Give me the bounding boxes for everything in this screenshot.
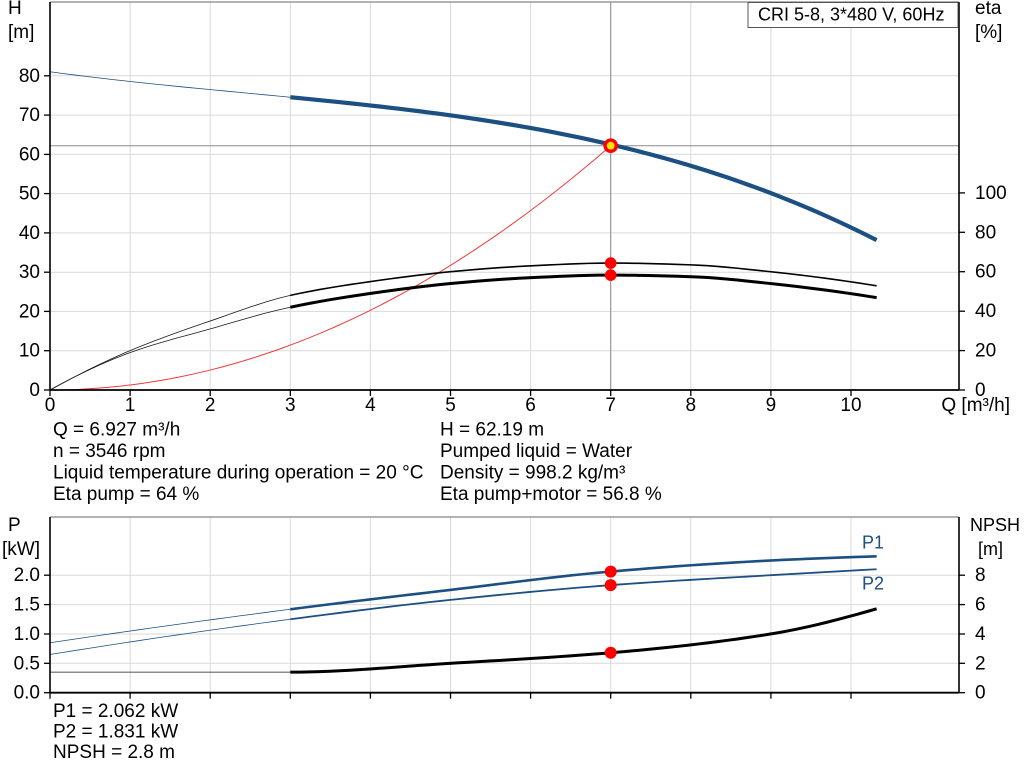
svg-text:10: 10: [840, 395, 861, 416]
svg-text:1: 1: [125, 395, 136, 416]
svg-text:100: 100: [975, 183, 1007, 204]
svg-text:H = 62.19 m: H = 62.19 m: [440, 420, 544, 441]
svg-text:Q = 6.927 m³/h: Q = 6.927 m³/h: [53, 420, 180, 441]
svg-text:P1: P1: [862, 532, 884, 552]
svg-text:eta: eta: [975, 0, 1002, 19]
svg-text:Eta pump = 64 %: Eta pump = 64 %: [53, 484, 199, 505]
svg-text:P2: P2: [862, 573, 884, 593]
svg-text:1.0: 1.0: [14, 624, 40, 645]
svg-text:20: 20: [19, 301, 40, 322]
svg-text:[m]: [m]: [978, 539, 1003, 559]
svg-text:n = 3546 rpm: n = 3546 rpm: [53, 441, 166, 462]
svg-text:4: 4: [975, 624, 986, 645]
svg-text:P1 = 2.062 kW: P1 = 2.062 kW: [53, 701, 178, 722]
svg-text:0.5: 0.5: [14, 653, 40, 674]
svg-text:[m]: [m]: [8, 22, 34, 43]
svg-text:[%]: [%]: [975, 22, 1002, 43]
svg-text:2: 2: [975, 653, 986, 674]
svg-text:Liquid temperature during oper: Liquid temperature during operation = 20…: [53, 462, 423, 483]
svg-text:0: 0: [975, 683, 986, 704]
svg-text:[kW]: [kW]: [2, 539, 40, 560]
svg-text:80: 80: [975, 222, 996, 243]
svg-text:2: 2: [205, 395, 216, 416]
svg-text:P2 = 1.831 kW: P2 = 1.831 kW: [53, 722, 178, 743]
svg-text:8: 8: [686, 395, 697, 416]
svg-text:60: 60: [19, 144, 40, 165]
svg-text:Density = 998.2 kg/m³: Density = 998.2 kg/m³: [440, 462, 625, 483]
svg-text:Pumped liquid = Water: Pumped liquid = Water: [440, 441, 633, 462]
svg-text:20: 20: [975, 341, 996, 362]
svg-text:CRI 5-8, 3*480 V, 60Hz: CRI 5-8, 3*480 V, 60Hz: [758, 5, 944, 25]
svg-text:0: 0: [29, 380, 40, 401]
svg-text:40: 40: [975, 301, 996, 322]
svg-text:0.0: 0.0: [14, 683, 40, 704]
svg-text:9: 9: [766, 395, 777, 416]
svg-text:NPSH: NPSH: [970, 515, 1020, 535]
svg-text:30: 30: [19, 262, 40, 283]
svg-text:5: 5: [445, 395, 456, 416]
svg-text:1.5: 1.5: [14, 595, 40, 616]
svg-text:60: 60: [975, 262, 996, 283]
svg-text:0: 0: [45, 395, 56, 416]
svg-text:3: 3: [285, 395, 296, 416]
svg-text:50: 50: [19, 184, 40, 205]
svg-text:6: 6: [975, 595, 986, 616]
svg-text:7: 7: [605, 395, 616, 416]
svg-text:80: 80: [19, 66, 40, 87]
svg-text:H: H: [8, 0, 22, 19]
svg-text:40: 40: [19, 223, 40, 244]
svg-text:8: 8: [975, 565, 986, 586]
svg-text:4: 4: [365, 395, 376, 416]
svg-text:0: 0: [975, 380, 986, 401]
svg-text:2.0: 2.0: [14, 565, 40, 586]
svg-text:6: 6: [525, 395, 536, 416]
svg-text:P: P: [8, 515, 21, 536]
svg-text:10: 10: [19, 341, 40, 362]
svg-text:NPSH = 2.8 m: NPSH = 2.8 m: [53, 742, 175, 763]
svg-text:70: 70: [19, 105, 40, 126]
svg-text:Eta pump+motor = 56.8 %: Eta pump+motor = 56.8 %: [440, 484, 662, 505]
